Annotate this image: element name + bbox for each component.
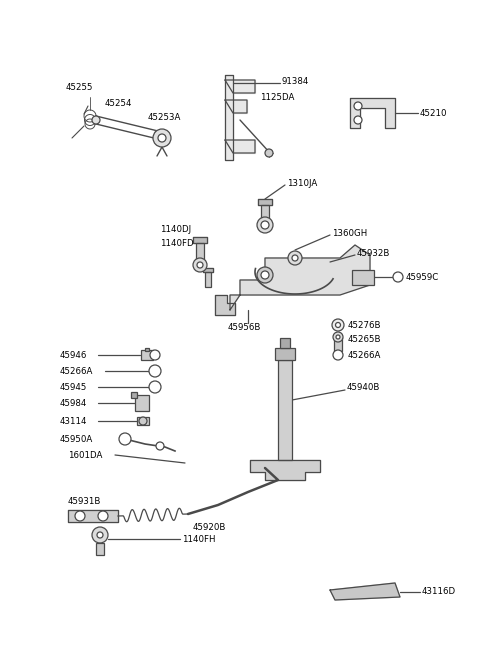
Circle shape [333, 350, 343, 360]
Polygon shape [250, 460, 320, 480]
Text: 91384: 91384 [282, 77, 310, 86]
Text: 45254: 45254 [105, 98, 132, 107]
Text: 45946: 45946 [60, 350, 87, 360]
Circle shape [150, 350, 160, 360]
Text: 1140FH: 1140FH [182, 534, 216, 544]
Bar [141, 350, 153, 360]
Circle shape [97, 532, 103, 538]
Circle shape [265, 149, 273, 157]
Bar [275, 348, 295, 360]
Text: 45276B: 45276B [348, 320, 382, 329]
Text: 45210: 45210 [420, 109, 447, 117]
Text: 45984: 45984 [60, 398, 87, 407]
Polygon shape [225, 75, 233, 160]
Text: 1140FD: 1140FD [160, 240, 193, 248]
Polygon shape [225, 140, 255, 153]
Text: 45940B: 45940B [347, 383, 380, 392]
Text: 45920B: 45920B [193, 523, 227, 533]
Bar [196, 243, 204, 265]
Polygon shape [225, 80, 255, 93]
Polygon shape [258, 199, 272, 205]
Circle shape [153, 129, 171, 147]
Text: 43114: 43114 [60, 417, 87, 426]
Polygon shape [330, 583, 400, 600]
Circle shape [333, 332, 343, 342]
Polygon shape [215, 295, 235, 315]
Circle shape [336, 335, 340, 339]
Text: 45265B: 45265B [348, 335, 382, 345]
Polygon shape [68, 510, 118, 522]
Circle shape [119, 433, 131, 445]
Bar [137, 417, 149, 425]
Circle shape [75, 511, 85, 521]
Circle shape [393, 272, 403, 282]
Text: 1310JA: 1310JA [287, 179, 317, 187]
Text: 45956B: 45956B [228, 324, 262, 333]
Bar [205, 272, 211, 287]
Bar [261, 205, 269, 225]
Polygon shape [193, 237, 207, 243]
Text: 1140DJ: 1140DJ [160, 225, 191, 234]
Circle shape [354, 102, 362, 110]
Text: 45945: 45945 [60, 383, 87, 392]
Circle shape [139, 417, 147, 425]
Circle shape [257, 267, 273, 283]
Circle shape [261, 221, 269, 229]
Polygon shape [225, 100, 247, 113]
Circle shape [257, 217, 273, 233]
Text: 45950A: 45950A [60, 434, 93, 443]
Text: 45266A: 45266A [60, 367, 94, 375]
Bar [145, 348, 149, 351]
Polygon shape [203, 268, 213, 272]
Circle shape [92, 527, 108, 543]
Circle shape [156, 442, 164, 450]
Text: 1601DA: 1601DA [68, 451, 102, 460]
Circle shape [149, 381, 161, 393]
Circle shape [149, 365, 161, 377]
Bar [96, 543, 104, 555]
Polygon shape [155, 131, 161, 139]
Text: 45959C: 45959C [406, 272, 439, 282]
Text: 43116D: 43116D [422, 588, 456, 597]
Text: 1360GH: 1360GH [332, 229, 367, 238]
Bar [135, 395, 149, 411]
Bar [278, 360, 292, 460]
Bar [131, 392, 137, 398]
Text: 45932B: 45932B [357, 248, 390, 257]
Bar [352, 270, 374, 285]
Circle shape [197, 262, 203, 268]
Text: 45253A: 45253A [148, 113, 181, 122]
Circle shape [292, 255, 298, 261]
Text: 45931B: 45931B [68, 498, 101, 506]
Bar [334, 337, 342, 351]
Text: 1125DA: 1125DA [260, 92, 294, 102]
Circle shape [354, 116, 362, 124]
Circle shape [336, 322, 340, 328]
Circle shape [193, 258, 207, 272]
Polygon shape [350, 98, 395, 128]
Polygon shape [230, 245, 370, 310]
Text: 45266A: 45266A [348, 350, 382, 360]
Circle shape [261, 271, 269, 279]
Bar [280, 338, 290, 348]
Circle shape [98, 511, 108, 521]
Circle shape [92, 116, 100, 124]
Circle shape [288, 251, 302, 265]
Circle shape [158, 134, 166, 142]
Circle shape [332, 319, 344, 331]
Text: 45255: 45255 [66, 83, 94, 92]
